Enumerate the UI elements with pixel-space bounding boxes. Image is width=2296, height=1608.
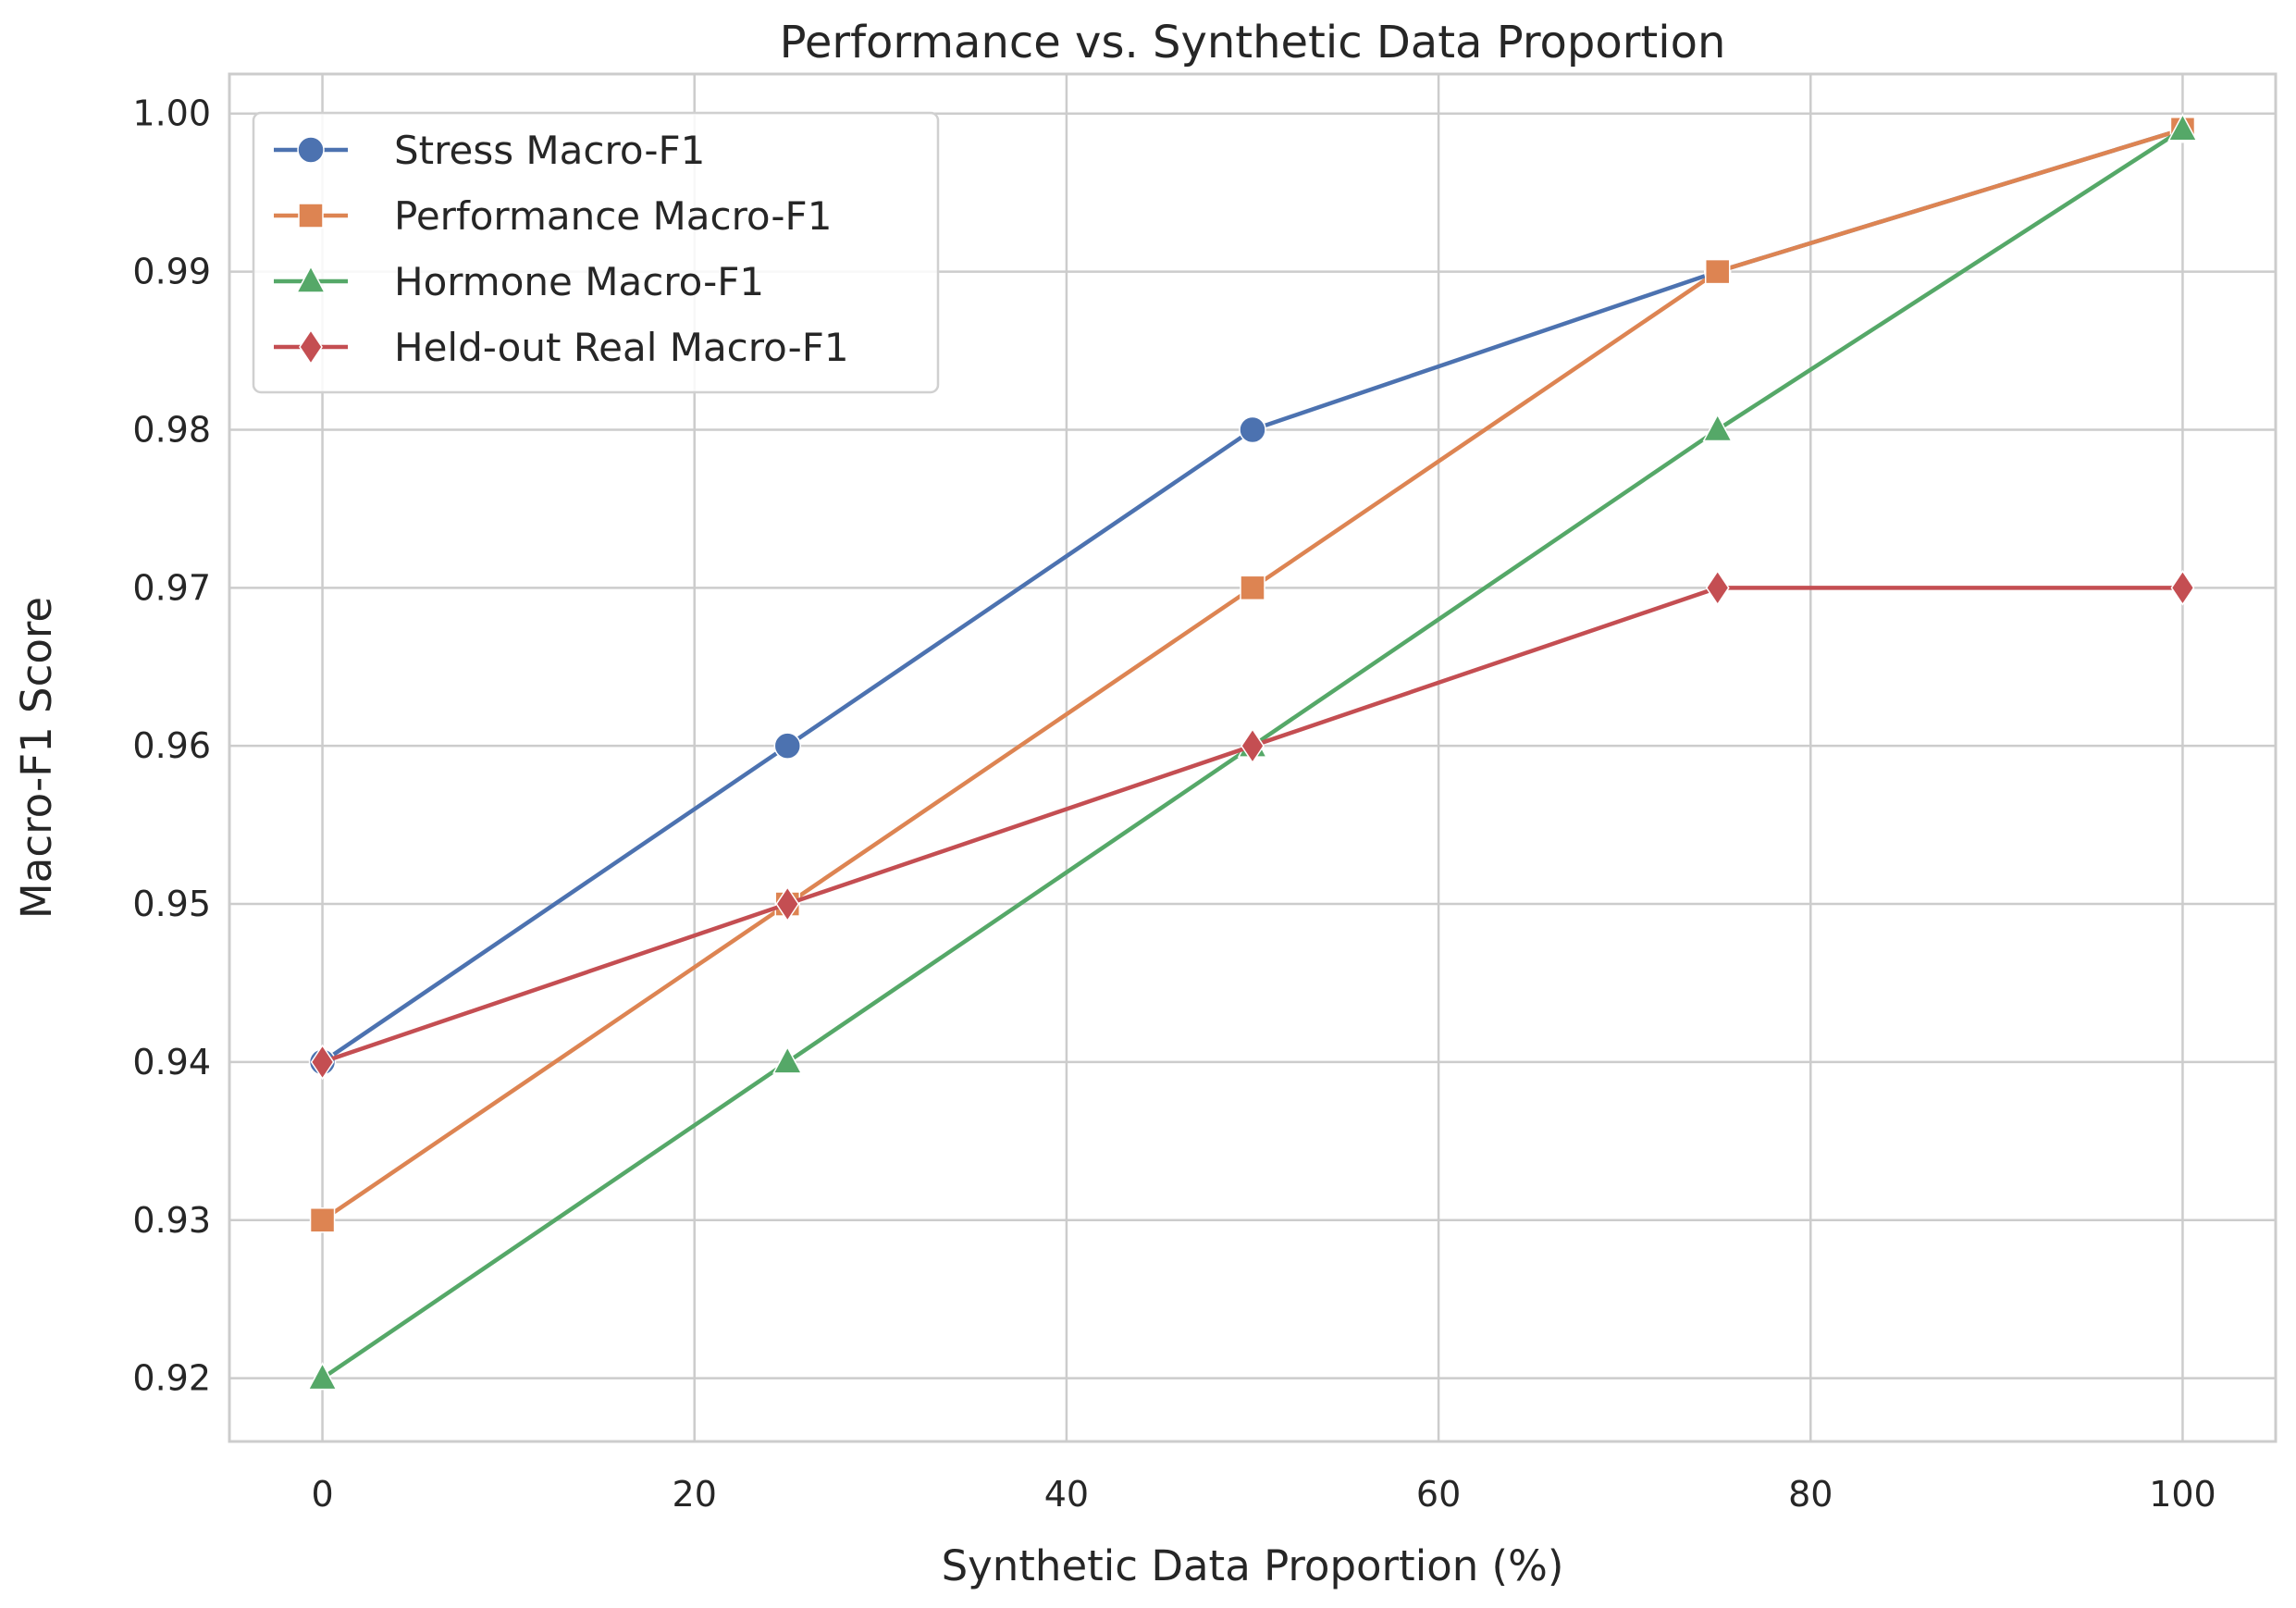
series-group <box>307 113 2198 1391</box>
data-point-diamond <box>775 885 800 922</box>
y-tick-label: 0.93 <box>132 1200 211 1241</box>
x-tick-label: 80 <box>1788 1474 1833 1515</box>
x-tick-label: 40 <box>1044 1474 1089 1515</box>
legend-item: Hormone Macro-F1 <box>274 259 764 304</box>
chart-title: Performance vs. Synthetic Data Proportio… <box>780 17 1726 68</box>
x-tick-label: 20 <box>673 1474 717 1515</box>
legend-item: Performance Macro-F1 <box>274 193 832 239</box>
data-point-circle <box>773 732 802 760</box>
data-point-diamond <box>1705 569 1730 606</box>
y-tick-label: 0.99 <box>132 252 211 292</box>
y-tick-label: 0.98 <box>132 409 211 450</box>
x-tick-label: 0 <box>311 1474 333 1515</box>
data-point-diamond <box>310 1044 335 1081</box>
data-point-triangle <box>1702 413 1733 442</box>
x-tick-label: 60 <box>1416 1474 1461 1515</box>
x-axis-ticks: 0 20 40 60 80 100 <box>311 1474 2216 1515</box>
x-tick-label: 100 <box>2149 1474 2216 1515</box>
y-axis-label: Macro-F1 Score <box>12 597 61 919</box>
y-tick-label: 0.95 <box>132 884 211 924</box>
plot-frame <box>228 72 2277 1443</box>
series-held-out-real-macro-f1 <box>310 569 2195 1081</box>
y-tick-label: 1.00 <box>132 93 211 134</box>
legend: Stress Macro-F1 Performance Macro-F1 Hormo… <box>252 111 940 394</box>
y-tick-label: 0.94 <box>132 1042 211 1082</box>
data-point-square <box>309 1207 336 1233</box>
data-point-diamond <box>2170 569 2195 606</box>
legend-label: Performance Macro-F1 <box>394 193 832 239</box>
legend-item: Held-out Real Macro-F1 <box>274 325 849 370</box>
y-tick-label: 0.96 <box>132 725 211 766</box>
legend-marker-square <box>298 203 324 229</box>
legend-marker-triangle <box>295 265 327 293</box>
data-point-circle <box>1239 415 1266 444</box>
legend-marker-diamond <box>299 328 323 365</box>
legend-label: Stress Macro-F1 <box>394 128 705 173</box>
y-tick-label: 0.92 <box>132 1358 211 1399</box>
y-tick-label: 0.97 <box>132 567 211 608</box>
legend-label: Hormone Macro-F1 <box>394 259 764 304</box>
legend-box <box>252 111 940 394</box>
y-axis-ticks: 0.92 0.93 0.94 0.95 0.96 0.97 0.98 0.99 1.00 <box>132 93 211 1399</box>
legend-marker-circle <box>297 136 325 164</box>
legend-label: Held-out Real Macro-F1 <box>394 325 849 370</box>
x-axis-label: Synthetic Data Proportion (%) <box>942 1541 1564 1590</box>
data-point-diamond <box>1241 727 1265 764</box>
legend-item: Stress Macro-F1 <box>274 128 705 173</box>
data-point-triangle <box>772 1045 803 1074</box>
data-point-triangle <box>2167 113 2198 142</box>
data-point-triangle <box>307 1362 338 1391</box>
data-point-square <box>1704 258 1731 285</box>
data-point-square <box>1240 575 1265 601</box>
